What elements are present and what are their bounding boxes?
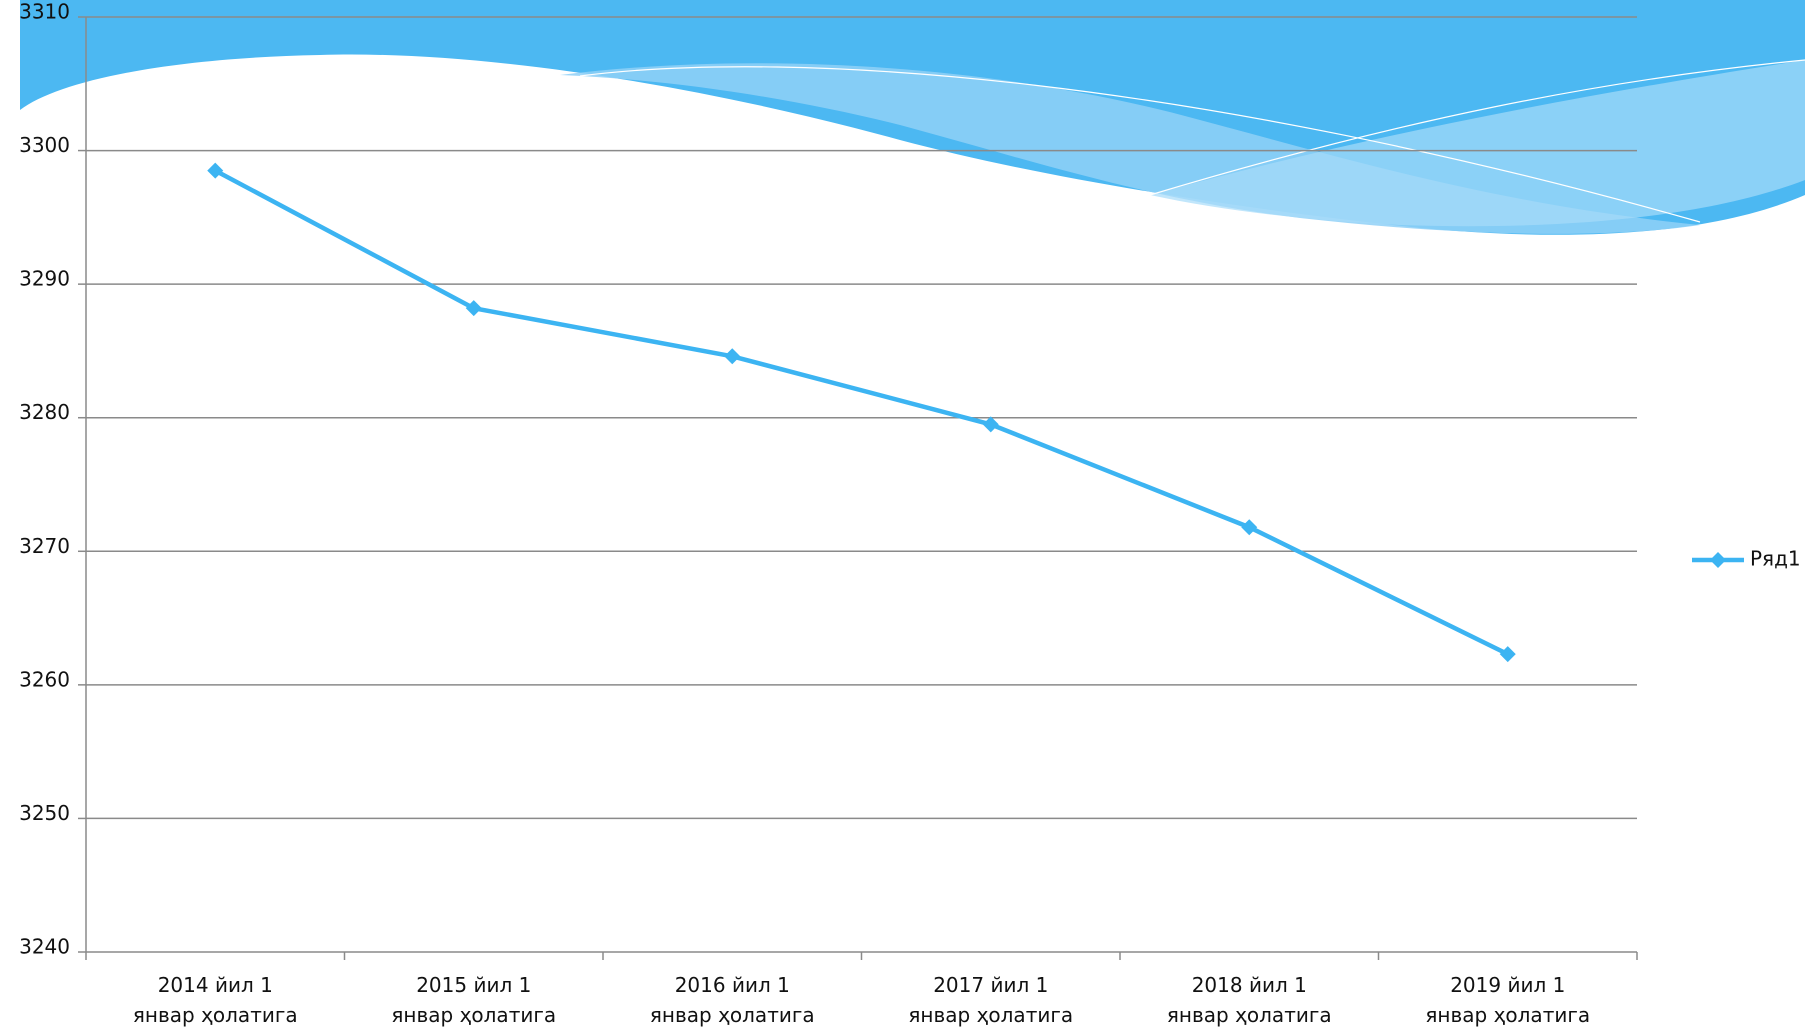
y-tick-label: 3310 <box>19 0 70 24</box>
x-tick-label: 2018 йил 1 январ ҳолатига <box>1166 973 1332 1027</box>
y-tick-label: 3240 <box>19 935 70 959</box>
y-tick-label: 3300 <box>19 133 70 157</box>
line <box>214 168 1509 657</box>
marker <box>982 416 999 433</box>
y-tick-label: 3260 <box>19 667 70 691</box>
marker <box>724 348 741 365</box>
marker <box>465 300 482 317</box>
marker <box>207 162 224 179</box>
y-tick-label: 3270 <box>19 534 70 558</box>
legend-marker <box>1710 552 1726 568</box>
y-tick-label: 3280 <box>19 400 70 424</box>
y-tick-label: 3250 <box>19 801 70 825</box>
x-tick-label: 2015 йил 1 январ ҳолатига <box>391 973 557 1027</box>
x-tick-label: 2017 йил 1 январ ҳолатига <box>908 973 1074 1027</box>
marker <box>1241 519 1258 536</box>
legend-label: Ряд1 <box>1750 547 1801 571</box>
x-tick-label: 2014 йил 1 январ ҳолатига <box>132 973 298 1027</box>
marker <box>1499 646 1516 663</box>
x-tick-label: 2016 йил 1 январ ҳолатига <box>649 973 815 1027</box>
y-tick-label: 3290 <box>19 267 70 291</box>
x-tick-label: 2019 йил 1 январ ҳолатига <box>1425 973 1591 1027</box>
decoration <box>0 0 1805 235</box>
